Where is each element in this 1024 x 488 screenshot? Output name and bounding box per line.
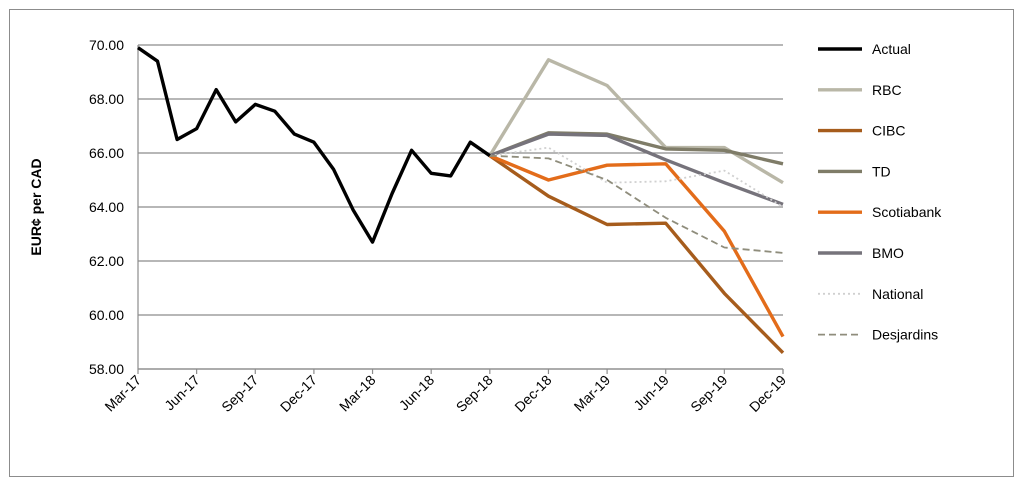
legend-label: CIBC — [872, 123, 905, 139]
series-line-desjardins — [489, 154, 784, 254]
legend-item-national[interactable]: National — [818, 286, 923, 302]
legend-item-scotiabank[interactable]: Scotiabank — [818, 204, 942, 220]
legend[interactable]: Actual RBC CIBC TD Scotiabank BMO National Desj… — [818, 41, 942, 343]
x-tick-label: Mar-19 — [571, 372, 614, 415]
legend-item-cibc[interactable]: CIBC — [818, 123, 905, 139]
series-line-cibc — [488, 154, 785, 354]
legend-label: Actual — [872, 41, 911, 57]
x-tick-label: Sep-19 — [687, 372, 730, 415]
y-tick-label: 64.00 — [89, 199, 124, 215]
legend-label: National — [872, 286, 923, 302]
y-tick-label: 60.00 — [89, 307, 124, 323]
x-tick-label: Jun-19 — [630, 372, 672, 414]
x-tick-label: Dec-18 — [511, 372, 554, 415]
x-tick-label: Dec-19 — [746, 372, 789, 415]
legend-label: Desjardins — [872, 327, 938, 343]
legend-label: TD — [872, 163, 891, 179]
legend-label: RBC — [872, 82, 902, 98]
y-tick-label: 62.00 — [89, 253, 124, 269]
x-tick-label: Jun-17 — [161, 372, 203, 414]
legend-label: Scotiabank — [872, 204, 942, 220]
x-tick-label: Sep-17 — [218, 372, 261, 415]
chart-frame — [9, 9, 1014, 477]
gridlines — [138, 44, 783, 370]
legend-item-actual[interactable]: Actual — [818, 41, 911, 57]
y-tick-label: 58.00 — [89, 361, 124, 377]
legend-item-bmo[interactable]: BMO — [818, 245, 904, 261]
y-axis-label: EUR¢ per CAD — [28, 158, 44, 255]
legend-item-td[interactable]: TD — [818, 163, 891, 179]
y-tick-label: 68.00 — [89, 91, 124, 107]
series-line-bmo — [489, 132, 784, 206]
legend-label: BMO — [872, 245, 904, 261]
y-tick-label: 66.00 — [89, 145, 124, 161]
x-tick-label: Mar-18 — [336, 372, 379, 415]
series-line-national — [489, 146, 784, 208]
x-tick-label: Sep-18 — [453, 372, 496, 415]
x-tick-label: Jun-18 — [396, 372, 438, 414]
x-tick-label: Dec-17 — [277, 372, 320, 415]
y-tick-label: 70.00 — [89, 37, 124, 53]
series-lines — [137, 46, 785, 354]
legend-item-desjardins[interactable]: Desjardins — [818, 327, 938, 343]
axes: 58.00 60.00 62.00 64.00 66.00 68.00 70.00 Mar-1… — [89, 37, 789, 415]
legend-item-rbc[interactable]: RBC — [818, 82, 902, 98]
x-tick-label: Mar-17 — [101, 372, 144, 415]
series-line-actual — [137, 46, 491, 244]
